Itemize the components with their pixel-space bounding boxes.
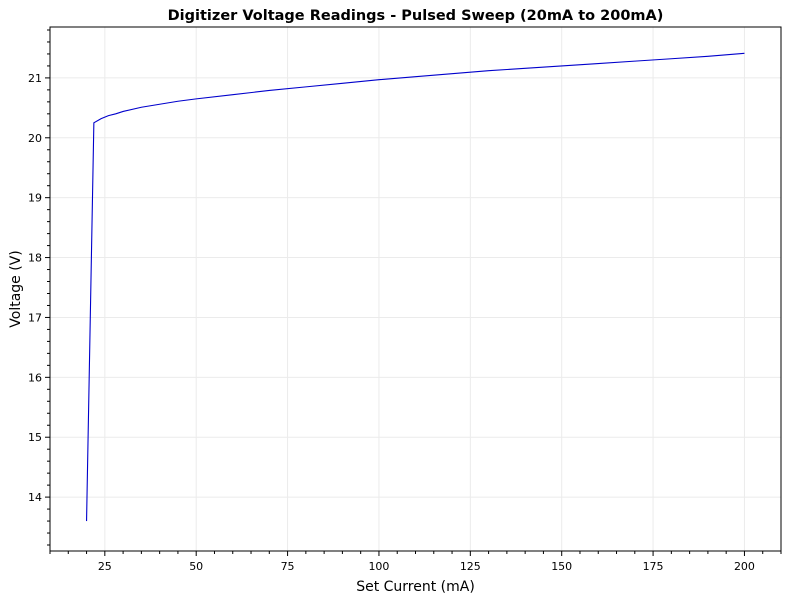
x-tick-label: 25 — [98, 560, 112, 573]
x-tick-label: 200 — [734, 560, 755, 573]
grid — [50, 27, 781, 551]
y-tick-label: 15 — [28, 431, 42, 444]
x-axis-label: Set Current (mA) — [356, 579, 475, 595]
x-tick-label: 175 — [643, 560, 664, 573]
y-axis-label: Voltage (V) — [8, 250, 24, 327]
x-tick-label: 150 — [551, 560, 572, 573]
plot-frame — [49, 26, 782, 552]
x-tick-label: 75 — [281, 560, 295, 573]
y-tick-label: 19 — [28, 192, 42, 205]
chart-title: Digitizer Voltage Readings - Pulsed Swee… — [168, 8, 664, 24]
y-tick-label: 20 — [28, 132, 42, 145]
series-layer — [86, 52, 745, 522]
x-tick-label: 50 — [189, 560, 203, 573]
x-tick-label: 125 — [460, 560, 481, 573]
series-line — [86, 52, 745, 522]
y-tick-label: 14 — [28, 491, 42, 504]
y-tick-label: 17 — [28, 311, 42, 324]
y-tick-label: 16 — [28, 371, 42, 384]
ticks: 25 50 75 100 125 150 175 200 14 15 16 17 18 19 20 21 — [28, 29, 782, 573]
x-tick-label: 100 — [368, 560, 389, 573]
y-tick-label: 21 — [28, 72, 42, 85]
y-tick-label: 18 — [28, 252, 42, 265]
